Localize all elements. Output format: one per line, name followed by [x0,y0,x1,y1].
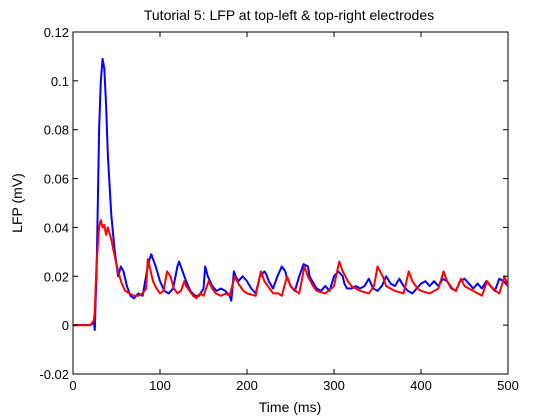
y-tick-label: 0.02 [44,269,69,284]
chart-title: Tutorial 5: LFP at top-left & top-right … [144,7,434,23]
y-tick-label: 0.06 [44,172,69,187]
y-tick-label: 0.12 [44,25,69,40]
x-tick-label: 400 [410,378,432,393]
series-line-1 [73,57,509,331]
x-tick-label: 100 [149,378,171,393]
plot-area-frame [72,31,509,375]
x-axis-label: Time (ms) [259,399,321,415]
series-layer [73,57,509,331]
x-tick-label: 500 [497,378,519,393]
series-line-2 [73,219,509,327]
y-axis-ticks: -0.02 0 0.02 0.04 0.06 0.08 0.1 0.12 [39,25,508,382]
y-tick-label: 0.08 [44,123,69,138]
y-axis-label: LFP (mV) [9,173,25,233]
x-axis-ticks: 0 100 200 300 400 500 [69,32,519,393]
y-tick-label: 0 [62,318,69,333]
y-tick-label: 0.1 [51,74,69,89]
x-tick-label: 300 [323,378,345,393]
x-tick-label: 200 [236,378,258,393]
x-tick-label: 0 [69,378,76,393]
y-tick-label: -0.02 [39,367,69,382]
y-tick-label: 0.04 [44,220,69,235]
